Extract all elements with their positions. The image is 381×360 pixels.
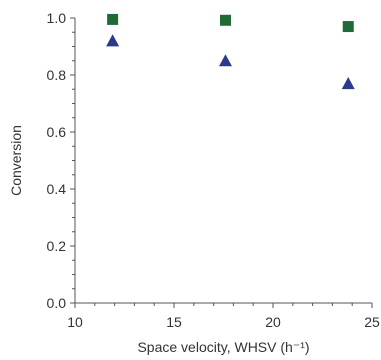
x-tick-label: 25 (364, 314, 380, 330)
x-ticks: 10 15 20 25 (67, 303, 380, 330)
triangle-marker (106, 34, 120, 47)
square-marker (219, 14, 231, 26)
y-ticks: 0.0 0.2 0.4 0.6 0.8 1.0 (47, 10, 75, 311)
y-tick-label: 0.6 (47, 124, 67, 140)
x-tick-label: 15 (166, 314, 182, 330)
y-axis-title: Conversion (8, 125, 24, 196)
triangle-marker (218, 54, 232, 67)
data-points (106, 13, 355, 90)
y-tick-label: 0.8 (47, 67, 67, 83)
y-tick-label: 0.2 (47, 238, 67, 254)
x-tick-label: 20 (265, 314, 281, 330)
y-tick-label: 0.0 (47, 295, 67, 311)
x-axis-title: Space velocity, WHSV (h⁻¹) (137, 339, 309, 355)
square-marker (342, 21, 354, 33)
triangle-marker (341, 77, 355, 90)
y-tick-label: 0.4 (47, 181, 67, 197)
square-marker (107, 13, 119, 25)
y-tick-label: 1.0 (47, 10, 67, 26)
x-tick-label: 10 (67, 314, 83, 330)
